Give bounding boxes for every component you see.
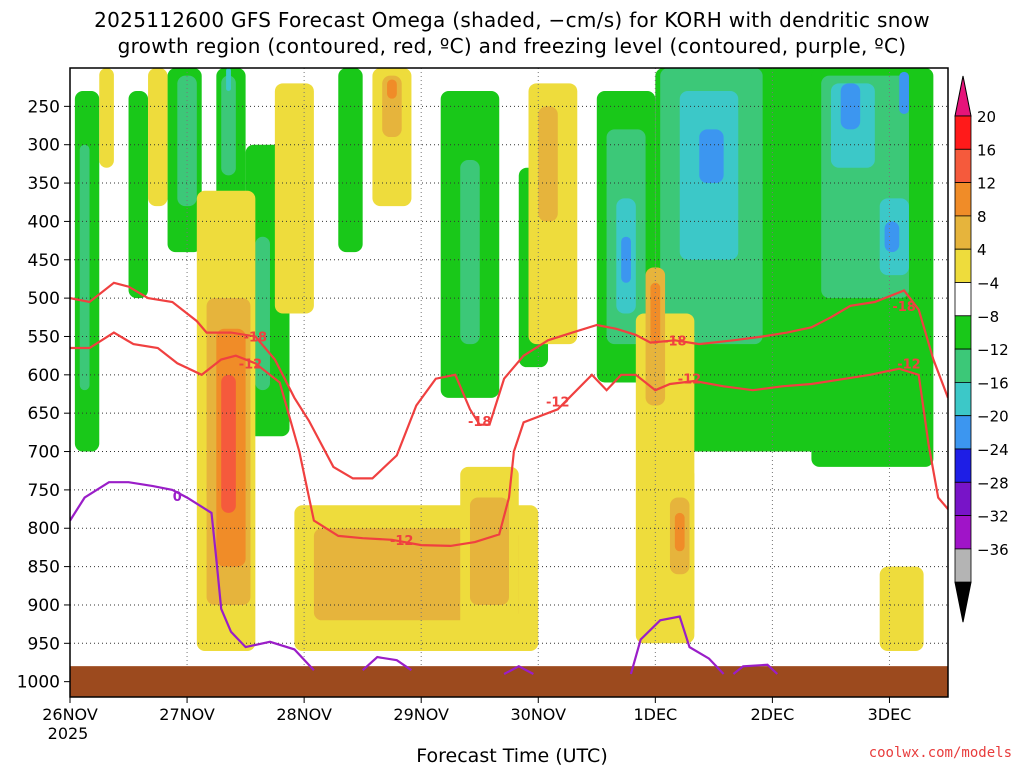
colorbar-label-2: 12 <box>977 175 996 193</box>
omega-region-47 <box>650 282 661 345</box>
colorbar-swatch-6 <box>954 315 972 350</box>
contour-label-0-3: -18 <box>892 300 916 315</box>
contour-label-0-2: -18 <box>663 334 687 349</box>
omega-region-44 <box>538 106 558 222</box>
omega-region-51 <box>879 566 924 651</box>
omega-region-29 <box>99 68 114 168</box>
contour-0 <box>70 281 948 480</box>
omega-region-42 <box>469 497 509 605</box>
y-tick-label-7: 600 <box>28 366 60 386</box>
x-axis-label: Forecast Time (UTC) <box>416 745 608 767</box>
colorbar-label-6: −8 <box>977 308 999 326</box>
colorbar-swatch-2 <box>954 182 972 217</box>
colorbar-label-7: −12 <box>977 341 1009 359</box>
colorbar-swatch-1 <box>954 148 972 184</box>
contour-5 <box>629 615 725 675</box>
contour-label-2-0: 0 <box>173 490 182 505</box>
contour-label-1-3: -12 <box>678 373 702 388</box>
y-tick-label-13: 900 <box>28 596 60 616</box>
omega-region-40 <box>387 79 397 99</box>
y-tick-label-9: 700 <box>28 443 60 463</box>
colorbar-label-5: −4 <box>977 275 999 293</box>
contour-1 <box>70 331 948 548</box>
y-tick-label-1: 300 <box>28 136 60 156</box>
contour-label-0-1: -18 <box>468 415 492 430</box>
omega-region-9 <box>255 236 270 391</box>
colorbar-swatch-12 <box>954 515 972 550</box>
x-tick-label-6: 2DEC <box>751 705 795 724</box>
omega-region-30 <box>148 68 168 207</box>
colorbar-swatch-3 <box>954 215 972 250</box>
omega-shading <box>74 68 934 651</box>
colorbar-label-11: −28 <box>977 474 1009 492</box>
omega-region-6 <box>221 75 236 176</box>
contour-label-0-0: -18 <box>244 330 268 345</box>
contour-6 <box>732 663 779 675</box>
colorbar-swatch-7 <box>954 348 972 383</box>
x-tick-label-5: 1DEC <box>633 705 677 724</box>
colorbar-label-8: −16 <box>977 374 1009 392</box>
omega-region-7 <box>226 68 231 92</box>
x-tick-sublabel-0: 2025 <box>48 724 89 743</box>
colorbar-swatch-4 <box>954 248 972 283</box>
y-tick-label-2: 350 <box>28 174 60 194</box>
colorbar-label-12: −32 <box>977 508 1009 526</box>
y-tick-label-10: 750 <box>28 481 60 501</box>
colorbar-swatch-5 <box>954 282 972 317</box>
y-tick-label-4: 450 <box>28 251 60 271</box>
y-tick-label-6: 550 <box>28 327 60 347</box>
x-tick-label-0: 26NOV <box>42 705 98 724</box>
omega-region-1 <box>79 144 90 391</box>
plot-border <box>69 67 949 698</box>
contour-3 <box>361 655 413 672</box>
y-tick-label-14: 950 <box>28 634 60 654</box>
colorbar-label-3: 8 <box>977 208 987 226</box>
x-tick-label-1: 27NOV <box>159 705 215 724</box>
colorbar-top-arrow <box>954 75 972 117</box>
colorbar-bottom-arrow <box>954 581 972 623</box>
colorbar-swatch-13 <box>954 548 972 583</box>
x-tick-label-4: 30NOV <box>510 705 566 724</box>
y-tick-label-3: 400 <box>28 212 60 232</box>
chart-title-line-1: 2025112600 GFS Forecast Omega (shaded, −… <box>94 8 930 32</box>
y-tick-label-11: 800 <box>28 519 60 539</box>
omega-region-2 <box>128 91 149 299</box>
colorbar-label-10: −24 <box>977 441 1009 459</box>
contour-label-1-4: -12 <box>897 357 921 372</box>
y-tick-label-8: 650 <box>28 404 60 424</box>
source-credit[interactable]: coolwx.com/models <box>868 745 1012 761</box>
omega-region-27 <box>884 221 900 253</box>
y-tick-label-5: 500 <box>28 289 60 309</box>
omega-region-28 <box>899 71 909 115</box>
omega-region-35 <box>274 83 314 314</box>
omega-region-34 <box>221 374 236 513</box>
colorbar-swatch-11 <box>954 481 972 516</box>
contour-4 <box>503 665 534 675</box>
omega-region-21 <box>699 129 724 184</box>
colorbar-swatch-9 <box>954 415 972 450</box>
contour-label-1-2: -12 <box>546 396 570 411</box>
omega-region-10 <box>338 68 363 253</box>
colorbar-label-9: −20 <box>977 408 1009 426</box>
colorbar-swatch-0 <box>954 115 972 150</box>
colorbar-label-1: 16 <box>977 141 996 159</box>
colorbar-label-0: 20 <box>977 108 996 126</box>
contour-label-1-1: -12 <box>390 534 414 549</box>
colorbar-label-13: −36 <box>977 541 1009 559</box>
x-tick-label-7: 3DEC <box>868 705 912 724</box>
y-tick-label-12: 850 <box>28 558 60 578</box>
colorbar-label-4: 4 <box>977 241 987 259</box>
contour-label-1-0: -12 <box>239 357 263 372</box>
y-tick-label-15: 1000 <box>17 673 60 693</box>
x-tick-label-2: 28NOV <box>276 705 332 724</box>
omega-region-12 <box>460 160 480 345</box>
chart-title-line-2: growth region (contoured, red, ºC) and f… <box>117 34 907 58</box>
omega-region-50 <box>674 512 685 552</box>
x-tick-label-3: 29NOV <box>393 705 449 724</box>
contour-2 <box>70 481 315 671</box>
colorbar-swatch-10 <box>954 448 972 483</box>
colorbar-swatch-8 <box>954 381 972 417</box>
y-tick-label-0: 250 <box>28 97 60 117</box>
